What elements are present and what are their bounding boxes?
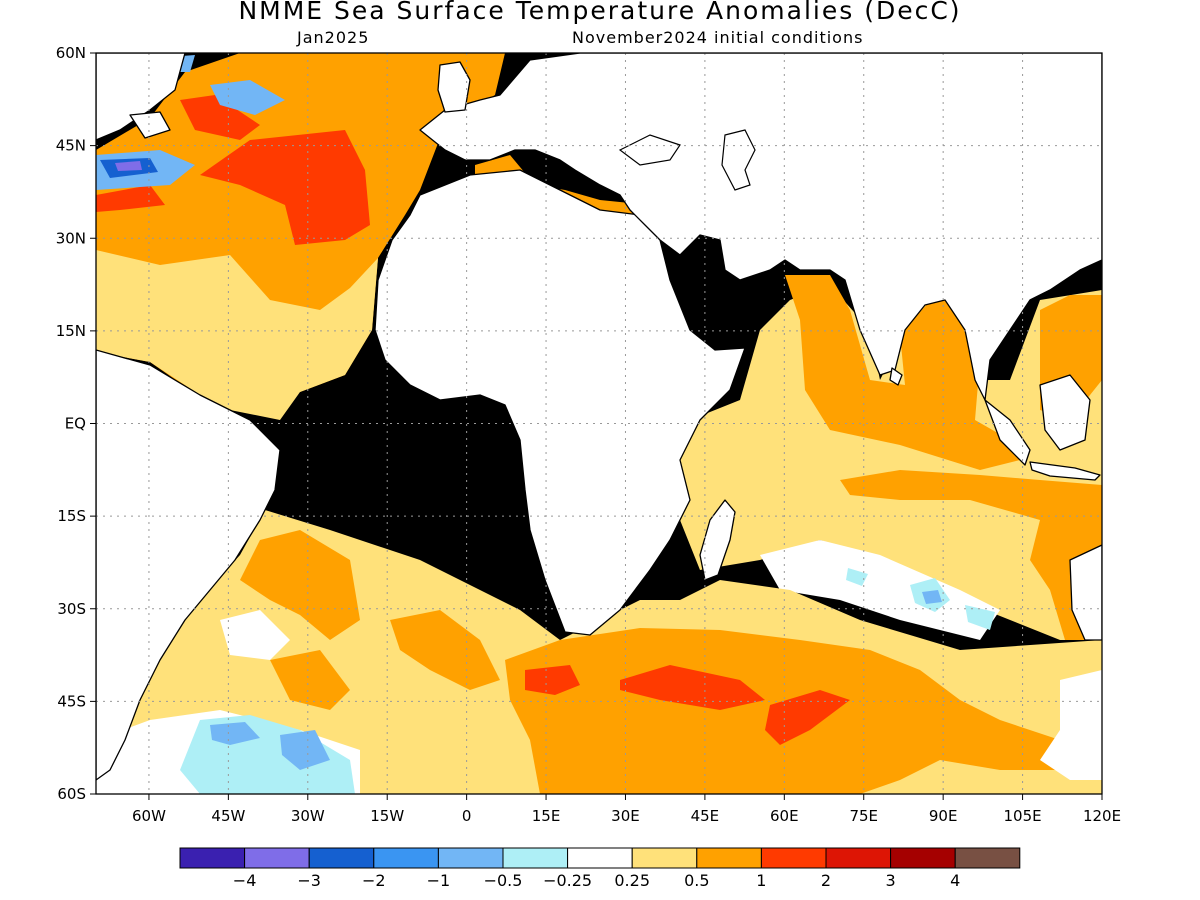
anomaly-southern-1b (620, 665, 765, 710)
land-borneo (1039, 374, 1091, 451)
land-madagascar (699, 499, 736, 581)
lat-tick-label: 15N (56, 322, 86, 340)
lat-tick-label: 15S (57, 507, 86, 525)
colorbar-swatch (179, 847, 246, 869)
land-north-america (96, 53, 186, 141)
anomaly-southern-cold-2 (210, 722, 260, 745)
anomaly-gulf-stream-1 (96, 185, 165, 212)
colorbar-swatch (696, 847, 762, 869)
lat-tick-label: 45S (57, 692, 86, 710)
colorbar-label: 2 (820, 871, 832, 890)
land-masses (96, 53, 1102, 781)
colorbar-label: −4 (232, 871, 257, 890)
lat-tick-label: EQ (65, 415, 86, 433)
colorbar-swatch (825, 847, 892, 869)
caspian-sea (721, 129, 756, 191)
anomaly-south-io-0.5 (840, 470, 1102, 560)
anomaly-southern-cool-2 (1040, 670, 1102, 780)
lat-tick-label: 45N (56, 137, 86, 155)
lat-tick-label: 60S (57, 785, 86, 803)
anomaly-newfoundland-cold-core (115, 161, 142, 171)
colorbar-label: −2 (362, 871, 386, 890)
lon-tick-label: 45E (691, 807, 720, 825)
colorbar (179, 847, 1021, 869)
target-month: Jan2025 (297, 28, 370, 47)
lon-tick-label: 45W (211, 807, 245, 825)
anomaly-north-atlantic-0.25 (96, 250, 378, 420)
colorbar-label: 1 (756, 871, 767, 890)
anomaly-south-io-cold-4 (846, 568, 868, 586)
land-java (1029, 461, 1101, 481)
colorbar-swatch (890, 847, 956, 869)
anomaly-labrador-1 (180, 95, 260, 140)
anomaly-south-atlantic-cool (220, 610, 290, 660)
colorbar-label: −0.5 (483, 871, 523, 890)
lon-tick-label: 60W (132, 807, 166, 825)
land-south-america (96, 349, 281, 781)
colorbar-swatch (954, 847, 1021, 869)
lon-tick-label: 60E (770, 807, 799, 825)
colorbar-swatch (437, 847, 504, 869)
lat-tick-label: 30S (57, 600, 86, 618)
land-british-isles (437, 61, 471, 113)
map-title: NMME Sea Surface Temperature Anomalies (… (238, 0, 962, 25)
lat-tick-label: 30N (56, 229, 86, 247)
anomaly-southern-1c (765, 690, 850, 745)
colorbar-swatch (567, 847, 633, 869)
colorbar-swatch (308, 847, 375, 869)
colorbar-label: −0.25 (543, 871, 593, 890)
anomaly-south-io-cold-3 (965, 605, 995, 630)
map-gridlines (96, 52, 1103, 795)
colorbar-label: −3 (297, 871, 321, 890)
land-inland-seas (618, 129, 756, 191)
lon-tick-label: 75E (849, 807, 878, 825)
land-sri-lanka (889, 367, 903, 386)
anomaly-north-atlantic-1 (200, 130, 370, 245)
lon-tick-label: 15W (370, 807, 404, 825)
lon-tick-label: 30E (611, 807, 640, 825)
colorbar-label: 3 (885, 871, 896, 890)
anomaly-south-io-cool (760, 540, 1000, 640)
colorbar-label: 0.25 (614, 871, 650, 890)
anomaly-south-io-cold-2 (922, 590, 942, 604)
colorbar-swatch (760, 847, 827, 869)
anomaly-south-atlantic-0.5b (390, 610, 500, 690)
land-australia (1069, 544, 1102, 641)
anomaly-south-atlantic-0.5 (240, 530, 360, 640)
colorbar-swatch (244, 847, 310, 869)
lon-tick-label: 0 (462, 807, 472, 825)
lon-tick-label: 120E (1083, 807, 1121, 825)
anomaly-southern-1a (525, 665, 580, 695)
lon-tick-label: 30W (291, 807, 325, 825)
lat-tick-label: 60N (56, 44, 86, 62)
land-newfoundland (129, 111, 171, 139)
colorbar-label: 0.5 (684, 871, 710, 890)
axis-ticks: 60W 45W 30W 15W 0 15E 30E 45E 60E 75E 90E 105E 120E 6… (56, 44, 1121, 825)
colorbar-swatch (631, 847, 698, 869)
lon-tick-label: 90E (929, 807, 958, 825)
lon-tick-label: 15E (532, 807, 561, 825)
colorbar-swatch (373, 847, 439, 869)
colorbar-swatch (502, 847, 569, 869)
land-eurasia (419, 53, 1102, 401)
initial-conditions: November2024 initial conditions (572, 28, 864, 47)
anomaly-south-atlantic-0.5c (270, 650, 350, 710)
colorbar-label: −1 (426, 871, 451, 890)
land-sumatra (984, 399, 1031, 466)
lon-tick-label: 105E (1004, 807, 1042, 825)
anomaly-field (96, 53, 1102, 794)
anomaly-indian-ocean-0.25 (660, 285, 1102, 640)
black-sea (618, 134, 681, 166)
anomaly-southern-cold-3 (280, 730, 330, 770)
colorbar-label: 4 (950, 871, 961, 890)
